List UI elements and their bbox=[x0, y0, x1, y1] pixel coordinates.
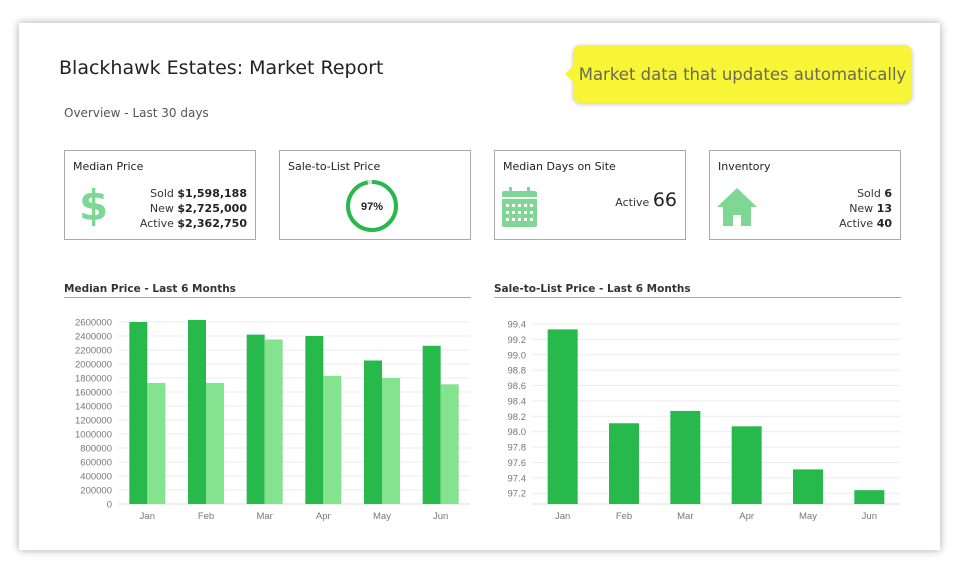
active-value: 40 bbox=[876, 217, 892, 230]
bar bbox=[793, 469, 823, 504]
x-tick-label: May bbox=[799, 511, 817, 522]
y-tick-label: 1200000 bbox=[75, 416, 112, 427]
y-tick-label: 98.4 bbox=[508, 396, 527, 407]
y-tick-label: 2400000 bbox=[75, 332, 112, 343]
bar-series-1 bbox=[246, 334, 265, 504]
x-tick-label: Apr bbox=[316, 511, 331, 522]
x-tick-label: Jun bbox=[862, 511, 877, 522]
card-title: Sale-to-List Price bbox=[288, 160, 381, 173]
bar-series-2 bbox=[206, 382, 224, 504]
days-on-site-card: Median Days on Site Active 66 bbox=[494, 150, 686, 240]
y-tick-label: 400000 bbox=[80, 472, 112, 483]
x-tick-label: Mar bbox=[256, 511, 272, 522]
y-tick-label: 97.4 bbox=[508, 473, 527, 484]
x-tick-label: Apr bbox=[739, 511, 754, 522]
active-label: Active bbox=[615, 196, 650, 209]
y-tick-label: 99.2 bbox=[508, 335, 527, 346]
y-tick-label: 97.6 bbox=[508, 458, 527, 469]
sold-value: $1,598,188 bbox=[177, 187, 247, 200]
bar-series-2 bbox=[147, 382, 166, 504]
y-tick-label: 98.0 bbox=[508, 427, 527, 438]
y-tick-label: 1400000 bbox=[75, 402, 112, 413]
sold-label: Sold bbox=[150, 187, 174, 200]
y-tick-label: 800000 bbox=[80, 444, 112, 455]
y-tick-label: 97.2 bbox=[508, 489, 527, 500]
inventory-card: Inventory Sold 6 New 13 Active 40 bbox=[709, 150, 901, 240]
progress-ring: 97% bbox=[346, 180, 398, 232]
x-tick-label: Feb bbox=[616, 511, 632, 522]
new-value: $2,725,000 bbox=[177, 202, 247, 215]
overview-subtitle: Overview - Last 30 days bbox=[64, 106, 209, 120]
sold-value: 6 bbox=[884, 187, 892, 200]
y-tick-label: 98.6 bbox=[508, 381, 527, 392]
card-title: Median Price bbox=[73, 160, 144, 173]
bar-series-1 bbox=[422, 345, 441, 504]
y-tick-label: 99.0 bbox=[508, 350, 527, 361]
y-tick-label: 2600000 bbox=[75, 318, 112, 329]
y-tick-label: 2200000 bbox=[75, 346, 112, 357]
page-title: Blackhawk Estates: Market Report bbox=[59, 57, 384, 79]
calendar-icon bbox=[502, 187, 537, 227]
bar-series-1 bbox=[305, 336, 324, 504]
x-tick-label: Jun bbox=[433, 511, 448, 522]
x-tick-label: Mar bbox=[677, 511, 693, 522]
y-tick-label: 98.8 bbox=[508, 366, 527, 377]
chart-title: Median Price - Last 6 Months bbox=[64, 283, 471, 298]
sold-label: Sold bbox=[857, 187, 881, 200]
y-tick-label: 600000 bbox=[80, 458, 112, 469]
new-label: New bbox=[149, 202, 174, 215]
new-label: New bbox=[849, 202, 874, 215]
bar bbox=[609, 423, 639, 504]
active-label: Active bbox=[139, 217, 174, 230]
y-tick-label: 200000 bbox=[80, 486, 112, 497]
dollar-icon: $ bbox=[79, 181, 109, 230]
y-tick-label: 1800000 bbox=[75, 374, 112, 385]
bar-series-1 bbox=[129, 322, 148, 504]
bar bbox=[547, 329, 578, 504]
active-value: 66 bbox=[652, 189, 677, 211]
x-tick-label: Feb bbox=[198, 511, 214, 522]
bar-series-2 bbox=[440, 384, 459, 504]
x-tick-label: Jan bbox=[555, 511, 570, 522]
y-tick-label: 98.2 bbox=[508, 412, 527, 423]
bar-series-2 bbox=[382, 378, 400, 504]
y-tick-label: 97.8 bbox=[508, 443, 527, 454]
new-value: 13 bbox=[876, 202, 892, 215]
bar-series-2 bbox=[264, 339, 283, 504]
callout-tooltip: Market data that updates automatically bbox=[565, 45, 912, 103]
bar bbox=[854, 490, 885, 504]
bar-series-2 bbox=[323, 375, 342, 504]
bar-series-1 bbox=[364, 360, 382, 504]
y-tick-label: 0 bbox=[107, 500, 112, 511]
active-label: Active bbox=[839, 217, 874, 230]
progress-ring-fill bbox=[346, 180, 398, 232]
card-title: Median Days on Site bbox=[503, 160, 616, 173]
callout-text: Market data that updates automatically bbox=[578, 64, 907, 84]
y-tick-label: 1000000 bbox=[75, 430, 112, 441]
house-icon bbox=[717, 188, 757, 226]
chart-title: Sale-to-List Price - Last 6 Months bbox=[494, 283, 901, 298]
bar bbox=[731, 426, 762, 504]
x-tick-label: May bbox=[373, 511, 391, 522]
active-value: $2,362,750 bbox=[177, 217, 247, 230]
bar bbox=[670, 410, 701, 504]
y-tick-label: 2000000 bbox=[75, 360, 112, 371]
median-price-card: Median Price $ Sold $1,598,188 New $2,72… bbox=[64, 150, 256, 240]
sale-to-list-card: Sale-to-List Price 97% bbox=[279, 150, 471, 240]
y-tick-label: 99.4 bbox=[508, 320, 527, 331]
bar-series-1 bbox=[188, 319, 206, 504]
y-tick-label: 1600000 bbox=[75, 388, 112, 399]
ring-value: 97% bbox=[361, 201, 383, 213]
card-title: Inventory bbox=[718, 160, 771, 173]
x-tick-label: Jan bbox=[140, 511, 155, 522]
